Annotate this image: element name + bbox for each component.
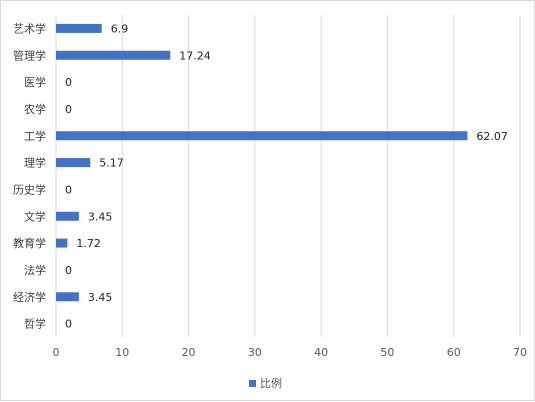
bar <box>56 131 468 141</box>
data-label: 3.45 <box>88 291 113 304</box>
data-label: 0 <box>65 103 72 116</box>
x-tick-label: 60 <box>447 346 461 359</box>
x-tick-label: 40 <box>314 346 328 359</box>
bar <box>56 238 68 248</box>
data-label: 0 <box>65 183 72 196</box>
gridlines <box>55 15 521 337</box>
data-label: 0 <box>65 318 72 331</box>
category-label: 历史学 <box>13 182 46 196</box>
x-tick-label: 50 <box>380 346 394 359</box>
category-label: 农学 <box>24 102 46 116</box>
category-label: 管理学 <box>13 48 46 62</box>
bar <box>56 211 79 221</box>
category-label: 哲学 <box>24 317 46 331</box>
bar <box>56 158 91 168</box>
data-label: 62.07 <box>476 130 508 143</box>
data-labels: 6.9 17.24 0 0 62.07 5.17 0 3.45 1.72 0 3.45 0 <box>65 22 508 330</box>
category-label: 艺术学 <box>13 21 46 35</box>
category-label: 理学 <box>24 156 46 170</box>
category-label: 工学 <box>24 129 46 143</box>
data-label: 3.45 <box>88 210 113 223</box>
x-tick-label: 0 <box>53 346 60 359</box>
x-tick-label: 70 <box>513 346 527 359</box>
bars <box>56 23 468 302</box>
x-tick-label: 20 <box>182 346 196 359</box>
data-label: 17.24 <box>179 49 211 62</box>
x-tick-labels: 0 10 20 30 40 50 60 70 <box>53 346 528 359</box>
bar <box>56 292 79 302</box>
data-label: 1.72 <box>76 237 101 250</box>
bar <box>56 50 171 60</box>
x-tick-label: 30 <box>248 346 262 359</box>
legend-label: 比例 <box>260 377 282 390</box>
bar <box>56 23 102 33</box>
category-label: 文学 <box>24 209 46 223</box>
data-label: 5.17 <box>99 157 124 170</box>
data-label: 0 <box>65 264 72 277</box>
category-label: 教育学 <box>13 236 46 250</box>
data-label: 0 <box>65 76 72 89</box>
x-tick-label: 10 <box>115 346 129 359</box>
category-label: 医学 <box>24 75 46 89</box>
legend-swatch <box>249 379 256 387</box>
category-label: 经济学 <box>13 290 46 304</box>
data-label: 6.9 <box>111 22 129 35</box>
legend: 比例 <box>249 375 282 391</box>
category-label: 法学 <box>24 263 46 277</box>
